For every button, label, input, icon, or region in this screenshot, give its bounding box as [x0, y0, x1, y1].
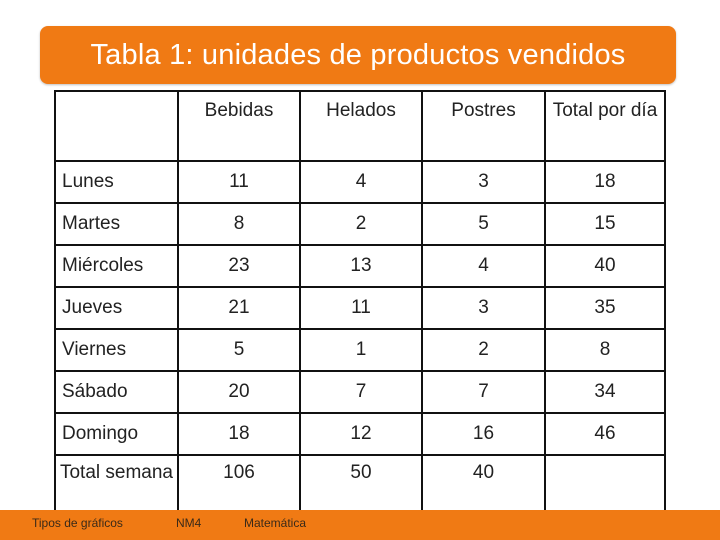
title-banner: Tabla 1: unidades de productos vendidos [40, 26, 676, 84]
table-row: Lunes 11 4 3 18 [54, 160, 666, 204]
row-label: Martes [54, 202, 179, 246]
table-cell: 21 [177, 286, 301, 330]
table-cell: 11 [299, 286, 423, 330]
footer-bar: Tipos de gráficos NM4 Matemática [0, 510, 720, 540]
table-row: Sábado 20 7 7 34 [54, 370, 666, 414]
total-row-label: Total semana [54, 454, 179, 516]
table-cell: 3 [421, 160, 546, 204]
slide-title: Tabla 1: unidades de productos vendidos [90, 38, 626, 71]
table-cell: 7 [421, 370, 546, 414]
table-row: Viernes 5 1 2 8 [54, 328, 666, 372]
table-cell: 11 [177, 160, 301, 204]
table-cell: 8 [177, 202, 301, 246]
total-row: Total semana 106 50 40 [54, 454, 666, 516]
total-cell: 50 [299, 454, 423, 516]
table-cell: 4 [421, 244, 546, 288]
table-cell: 1 [299, 328, 423, 372]
table-row: Martes 8 2 5 15 [54, 202, 666, 246]
row-label: Domingo [54, 412, 179, 456]
table-cell: 4 [299, 160, 423, 204]
table-cell: 7 [299, 370, 423, 414]
table-cell: 15 [544, 202, 666, 246]
table-cell: 18 [544, 160, 666, 204]
table-row: Miércoles 23 13 4 40 [54, 244, 666, 288]
footer-level: NM4 [176, 516, 202, 530]
sales-table: Bebidas Helados Postres Total por día Lu… [54, 90, 666, 516]
row-label: Miércoles [54, 244, 179, 288]
corner-cell [54, 90, 179, 162]
table-cell: 8 [544, 328, 666, 372]
table-cell: 12 [299, 412, 423, 456]
total-cell: 40 [421, 454, 546, 516]
column-header: Bebidas [177, 90, 301, 162]
total-cell [544, 454, 666, 516]
row-label: Viernes [54, 328, 179, 372]
footer-subject: Matemática [244, 516, 307, 530]
table-cell: 23 [177, 244, 301, 288]
table-cell: 5 [421, 202, 546, 246]
row-label: Lunes [54, 160, 179, 204]
table-cell: 20 [177, 370, 301, 414]
table-cell: 34 [544, 370, 666, 414]
table-cell: 40 [544, 244, 666, 288]
footer-topic: Tipos de gráficos [32, 516, 123, 530]
total-cell: 106 [177, 454, 301, 516]
table-cell: 13 [299, 244, 423, 288]
column-header: Postres [421, 90, 546, 162]
column-header: Helados [299, 90, 423, 162]
table-row: Jueves 21 11 3 35 [54, 286, 666, 330]
table-cell: 35 [544, 286, 666, 330]
table-cell: 46 [544, 412, 666, 456]
table-cell: 5 [177, 328, 301, 372]
column-header: Total por día [544, 90, 666, 162]
table-cell: 2 [299, 202, 423, 246]
table-cell: 18 [177, 412, 301, 456]
table-row: Domingo 18 12 16 46 [54, 412, 666, 456]
row-label: Sábado [54, 370, 179, 414]
row-label: Jueves [54, 286, 179, 330]
table-cell: 2 [421, 328, 546, 372]
header-row: Bebidas Helados Postres Total por día [54, 90, 666, 162]
table-cell: 3 [421, 286, 546, 330]
table-cell: 16 [421, 412, 546, 456]
